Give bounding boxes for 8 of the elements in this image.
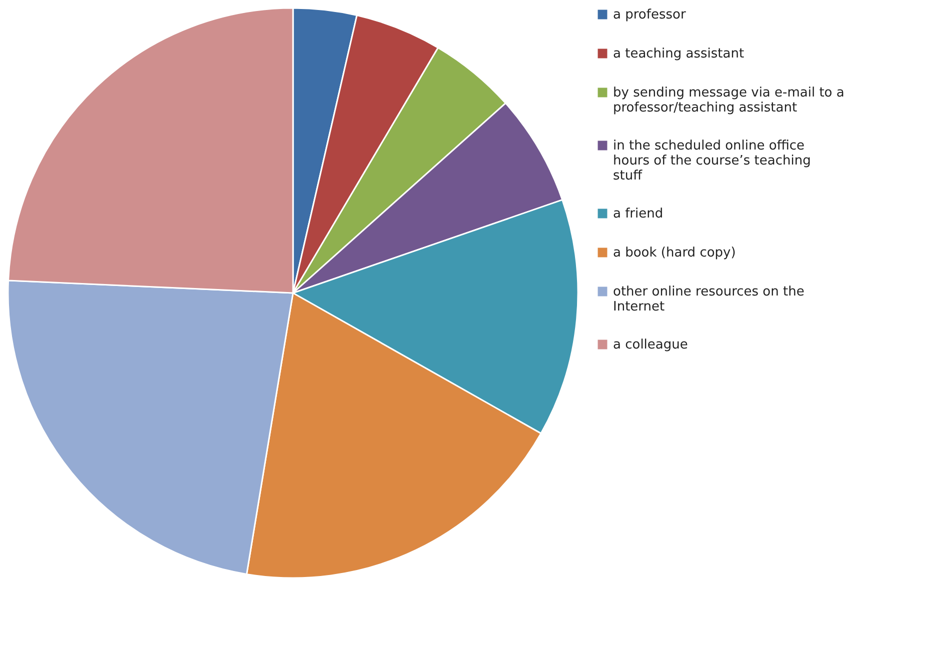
legend-label: by sending message via e-mail to a professor/teaching assistant [613, 86, 844, 116]
legend-label: a colleague [613, 338, 688, 352]
legend-label: a professor [613, 8, 686, 22]
legend-label: a teaching assistant [613, 46, 744, 62]
legend-label: a friend [613, 206, 664, 222]
legend-label: a book (hard copy) [613, 246, 736, 260]
legend-label: other online resources on the Internet [613, 284, 804, 314]
legend-label: in the scheduled online office hours of the course’s teaching stuff [613, 138, 811, 184]
